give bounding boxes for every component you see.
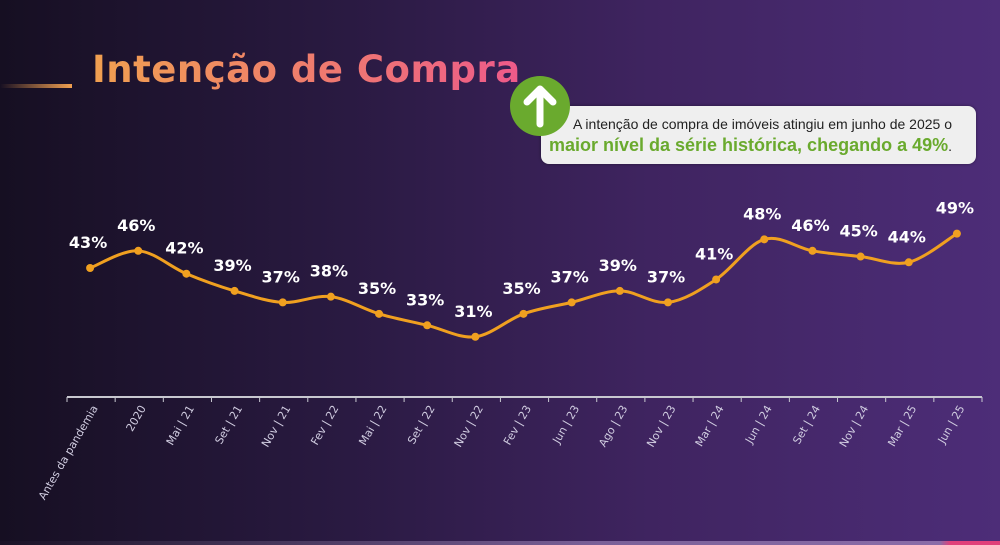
data-label: 46% [117, 216, 155, 235]
data-point [326, 292, 335, 301]
x-tick-label: Nov | 24 [837, 403, 871, 449]
data-label: 48% [743, 204, 781, 223]
data-point [182, 269, 191, 278]
data-point [134, 246, 143, 255]
x-tick-label: Set | 21 [213, 403, 246, 447]
data-point [519, 309, 528, 318]
data-label: 37% [262, 267, 300, 286]
data-point [375, 309, 384, 318]
data-label: 39% [599, 256, 637, 275]
data-point [423, 321, 432, 330]
x-tick-label: Mar | 24 [693, 403, 727, 449]
x-tick-label: Nov | 22 [452, 403, 486, 449]
data-point [663, 298, 672, 307]
data-point [760, 235, 769, 244]
data-point [567, 298, 576, 307]
x-tick-label: Nov | 23 [644, 403, 678, 449]
x-tick-label: 2020 [124, 403, 149, 434]
data-label: 43% [69, 233, 107, 252]
data-point [86, 264, 95, 272]
x-tick-label: Jun | 24 [742, 403, 775, 447]
x-tick-label: Jun | 25 [935, 403, 968, 447]
data-point [471, 332, 480, 341]
data-point [615, 286, 624, 295]
data-point [856, 252, 865, 261]
x-tick-label: Fev | 22 [308, 403, 341, 447]
data-label: 44% [888, 227, 926, 246]
data-label: 42% [165, 239, 203, 258]
data-label: 35% [502, 279, 540, 298]
arrow-up-icon [510, 76, 570, 136]
callout-end: . [948, 138, 952, 154]
x-tick-label: Mai | 22 [356, 403, 389, 448]
data-point [952, 229, 961, 238]
x-tick-label: Nov | 21 [259, 403, 293, 449]
data-label: 49% [936, 199, 974, 218]
title-accent-bar [0, 84, 72, 88]
x-tick-label: Jun | 23 [550, 403, 583, 447]
data-label: 45% [839, 222, 877, 241]
x-tick-label: Mai | 21 [164, 403, 197, 448]
x-tick-label: Set | 24 [790, 403, 823, 447]
page-title: Intenção de Compra [92, 48, 521, 91]
x-tick-label: Antes da pandemia [36, 403, 101, 502]
x-tick-label: Mar | 25 [885, 403, 919, 449]
bottom-strip [0, 541, 1000, 545]
data-label: 35% [358, 279, 396, 298]
data-point [808, 246, 817, 255]
data-label: 39% [213, 256, 251, 275]
data-label: 38% [310, 262, 348, 281]
data-point [230, 286, 239, 295]
data-label: 46% [791, 216, 829, 235]
data-label: 31% [454, 302, 492, 321]
data-point [712, 275, 721, 284]
data-label: 41% [695, 244, 733, 263]
data-label: 33% [406, 290, 444, 309]
callout-text: A intenção de compra de imóveis atingiu … [572, 116, 952, 132]
data-label: 37% [551, 267, 589, 286]
x-tick-label: Set | 22 [405, 403, 438, 447]
x-tick-label: Ago | 23 [596, 403, 630, 449]
data-point [904, 258, 913, 267]
callout-highlight: maior nível da série histórica, chegando… [548, 135, 949, 155]
data-point [278, 298, 287, 307]
x-tick-label: Fev | 23 [501, 403, 534, 447]
data-label: 37% [647, 267, 685, 286]
callout-box: A intenção de compra de imóveis atingiu … [541, 106, 976, 164]
